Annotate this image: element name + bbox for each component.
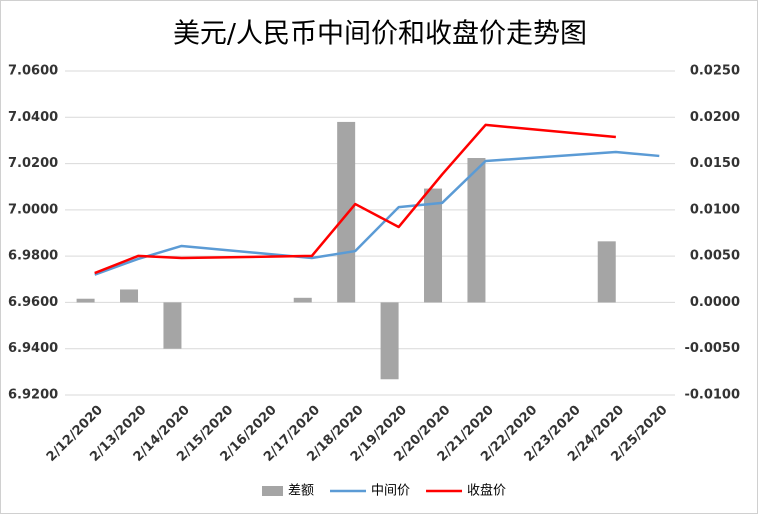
chart-title: 美元/人民币中间价和收盘价走势图 <box>173 19 587 50</box>
y2-tick-label: -0.0050 <box>684 341 740 356</box>
y2-tick-label: 0.0000 <box>690 295 740 310</box>
y-tick-label: 6.9800 <box>8 249 58 264</box>
bar <box>76 298 95 303</box>
bar <box>293 297 312 303</box>
bar <box>424 188 443 303</box>
bar <box>597 241 616 303</box>
y-tick-label: 7.0000 <box>8 202 58 217</box>
line <box>94 150 660 276</box>
bar <box>163 302 182 349</box>
legend-label: 收盘价 <box>467 483 506 499</box>
y-tick-label: 7.0600 <box>8 64 58 79</box>
y-tick-label: 6.9600 <box>8 295 58 310</box>
y2-tick-label: 0.0250 <box>690 64 740 79</box>
bar <box>337 121 356 303</box>
y-tick-label: 7.0200 <box>8 156 58 171</box>
line <box>94 123 616 275</box>
y2-tick-label: 0.0050 <box>690 249 740 264</box>
legend-label: 中间价 <box>371 484 410 499</box>
y-tick-label: 7.0400 <box>8 110 58 125</box>
y2-tick-label: -0.0100 <box>684 388 740 403</box>
bar <box>380 302 399 380</box>
legend-swatch <box>262 486 283 496</box>
y2-tick-label: 0.0100 <box>690 202 740 217</box>
y-tick-label: 6.9200 <box>8 388 58 403</box>
legend-label: 差额 <box>288 484 314 499</box>
bar <box>120 289 139 303</box>
y2-tick-label: 0.0150 <box>690 156 740 171</box>
y2-tick-label: 0.0200 <box>690 110 740 125</box>
bar <box>467 158 486 303</box>
y-tick-label: 6.9400 <box>8 341 58 356</box>
